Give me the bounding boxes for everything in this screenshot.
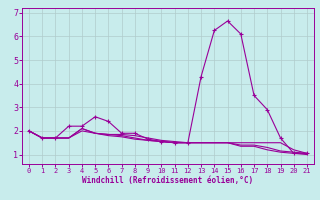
X-axis label: Windchill (Refroidissement éolien,°C): Windchill (Refroidissement éolien,°C) bbox=[83, 176, 253, 185]
